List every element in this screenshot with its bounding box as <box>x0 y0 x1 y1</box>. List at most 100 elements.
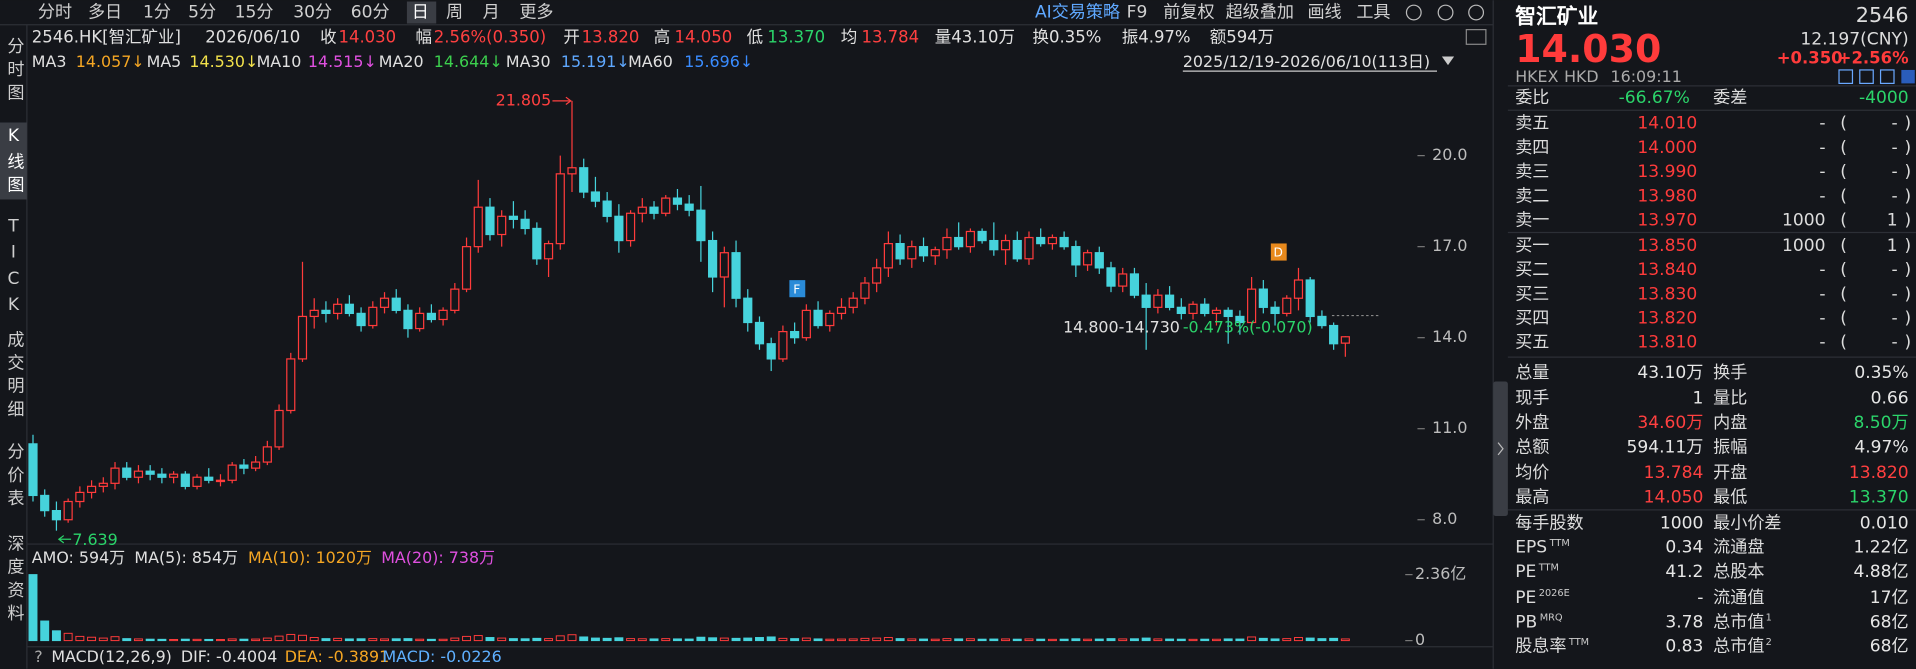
stat-value: 0.35% <box>1854 363 1908 383</box>
stat-value: 1000 <box>1660 513 1704 533</box>
book-paren: ) <box>1904 308 1911 328</box>
volume-bar <box>1165 638 1175 642</box>
period-tab[interactable]: 60分 <box>351 3 390 23</box>
macd-legend: ? <box>34 647 42 666</box>
tool-button[interactable]: 工具 <box>1356 3 1390 23</box>
tool-button[interactable]: 前复权 <box>1163 3 1214 23</box>
stat-label: 总量 <box>1515 363 1549 383</box>
active-tab-bg <box>0 122 27 200</box>
period-tab[interactable]: 1分 <box>143 3 171 23</box>
period-tab[interactable]: 30分 <box>293 3 332 23</box>
ma-legend: MA10 <box>257 52 302 71</box>
stat-value: - <box>1697 588 1703 608</box>
candle-body <box>918 246 929 257</box>
candle-body <box>754 321 765 345</box>
candle-body <box>391 297 401 311</box>
info-item: 13.784 <box>861 28 919 47</box>
wp-icon[interactable] <box>1465 29 1487 45</box>
range-change: -0.473%(-0.070) <box>1183 317 1313 336</box>
book-label: 卖二 <box>1515 186 1549 206</box>
date-range[interactable]: 2025/12/19-2026/06/10(113日) <box>1183 52 1430 71</box>
tool-button[interactable]: F9 <box>1127 3 1148 23</box>
event-marker[interactable] <box>1270 243 1287 261</box>
volume-bar <box>801 637 811 642</box>
period-tab[interactable]: 月 <box>483 3 500 23</box>
candle-body <box>520 218 530 230</box>
book-price: 13.820 <box>1637 308 1697 328</box>
side-tab[interactable]: 分时图 <box>3 37 24 107</box>
book-qty: 1000 <box>1782 236 1826 256</box>
side-tab[interactable]: 分价表 <box>3 443 24 513</box>
high-arrowhead <box>565 96 572 106</box>
candle-body <box>1153 294 1163 308</box>
period-tab[interactable]: 更多 <box>519 3 553 23</box>
range-dropdown[interactable] <box>1441 56 1455 66</box>
book-paren: ) <box>1904 260 1911 280</box>
tool-button[interactable]: 超级叠加 <box>1226 3 1294 23</box>
book-paren: ) <box>1904 162 1911 182</box>
period-tab[interactable]: 多日 <box>88 3 122 23</box>
period-tab[interactable]: 日 <box>412 3 429 23</box>
candle-body <box>637 206 647 214</box>
candle-body <box>543 243 554 260</box>
book-label: 买一 <box>1515 236 1549 256</box>
period-tab[interactable]: 周 <box>446 3 463 23</box>
weicha-label: 委差 <box>1713 88 1747 108</box>
candle-body <box>450 288 460 311</box>
add-icon[interactable] <box>1901 69 1915 84</box>
event-marker[interactable] <box>789 280 806 298</box>
candle-body <box>848 297 858 308</box>
volume-bar <box>368 638 378 642</box>
settings-icon[interactable] <box>1405 4 1422 21</box>
book-paren: ( <box>1840 114 1847 134</box>
volume-bar <box>883 637 893 642</box>
period-tab[interactable]: 分时 <box>38 3 72 23</box>
stat-label-sup: 1 <box>1766 612 1772 623</box>
stat-label: 总股本 <box>1713 562 1764 582</box>
candle-body <box>309 309 319 318</box>
candle-body <box>1211 309 1222 315</box>
volume-bar <box>1059 638 1069 642</box>
copy-icon[interactable] <box>1879 69 1895 85</box>
stat-value: 1 <box>1692 389 1703 409</box>
candle-body <box>239 464 249 469</box>
period-tab[interactable]: 5分 <box>188 3 216 23</box>
book-count: - <box>1891 333 1897 353</box>
stock-code: 2546 <box>1856 3 1909 27</box>
book-price: 13.990 <box>1637 162 1697 182</box>
side-tab[interactable]: 成交明细 <box>3 330 24 423</box>
book-paren: ( <box>1840 284 1847 304</box>
stat-label: 总市值 <box>1713 637 1764 657</box>
tool-button[interactable]: AI交易策略 <box>1035 3 1120 23</box>
side-tab[interactable]: K线图 <box>3 126 24 199</box>
collapse-button[interactable] <box>1493 381 1508 516</box>
stat-value: 0.66 <box>1871 389 1909 409</box>
book-paren: ( <box>1840 308 1847 328</box>
book-qty: - <box>1819 186 1825 206</box>
candle-body <box>508 215 519 220</box>
candle-body <box>766 343 776 360</box>
candle-body <box>110 467 120 484</box>
stat-label: 股息率 <box>1515 637 1566 657</box>
volume-bar <box>708 637 718 642</box>
help-icon[interactable] <box>1437 4 1454 21</box>
volume-bar <box>1294 637 1303 642</box>
stat-label-sup: TTM <box>1549 538 1570 549</box>
volume-bar <box>333 637 343 642</box>
period-tab[interactable]: 15分 <box>235 3 274 23</box>
tool-button[interactable]: 画线 <box>1307 3 1341 23</box>
volume-bar <box>1329 637 1339 642</box>
volume-bar <box>1223 638 1233 642</box>
close-icon[interactable] <box>1468 4 1485 21</box>
book-paren: ) <box>1904 284 1911 304</box>
candle-body <box>1270 306 1280 315</box>
edit-icon[interactable] <box>1838 69 1854 85</box>
stat-value: 8.50万 <box>1854 413 1909 433</box>
book-qty: - <box>1819 138 1825 158</box>
side-tab[interactable]: TICK <box>3 217 23 321</box>
candle-body <box>1106 267 1116 287</box>
window-icon[interactable] <box>1859 69 1874 85</box>
volume-bar <box>122 638 132 642</box>
stat-value: 0.83 <box>1665 637 1703 657</box>
side-tab[interactable]: 深度资料 <box>3 534 24 627</box>
